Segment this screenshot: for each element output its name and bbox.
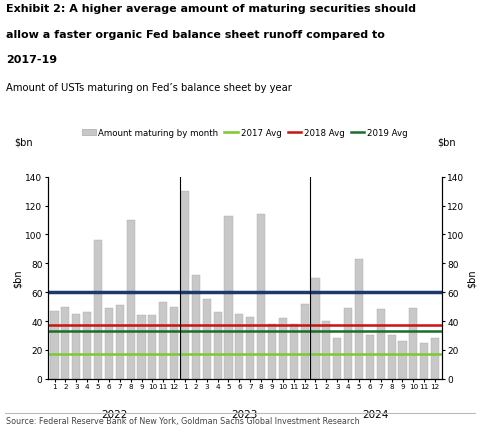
Bar (137, 315, 145, 379)
Bar (387, 336, 396, 379)
Bar (431, 339, 439, 379)
Bar (148, 315, 156, 379)
Bar (398, 342, 407, 379)
Text: Exhibit 2: A higher average amount of maturing securities should: Exhibit 2: A higher average amount of ma… (6, 4, 416, 14)
Y-axis label: $bn: $bn (467, 269, 477, 287)
Bar (72, 314, 80, 379)
Bar (333, 339, 341, 379)
Text: 2022: 2022 (101, 409, 128, 419)
Text: Source: Federal Reserve Bank of New York, Goldman Sachs Global Investment Resear: Source: Federal Reserve Bank of New York… (6, 416, 360, 425)
Bar (289, 324, 298, 379)
Bar (203, 300, 211, 379)
Bar (355, 259, 363, 379)
Bar (181, 192, 189, 379)
Bar (322, 321, 330, 379)
Bar (377, 310, 385, 379)
Bar (257, 215, 265, 379)
Bar (225, 216, 233, 379)
Bar (214, 313, 222, 379)
Bar (83, 313, 91, 379)
Bar (312, 278, 320, 379)
Bar (344, 308, 352, 379)
Bar (116, 305, 124, 379)
Text: allow a faster organic Fed balance sheet runoff compared to: allow a faster organic Fed balance sheet… (6, 30, 384, 40)
Bar (127, 221, 135, 379)
Bar (170, 307, 178, 379)
Legend: Amount maturing by month, 2017 Avg, 2018 Avg, 2019 Avg: Amount maturing by month, 2017 Avg, 2018… (78, 125, 411, 141)
Bar (279, 318, 287, 379)
Bar (300, 304, 309, 379)
Bar (61, 307, 70, 379)
Text: Amount of USTs maturing on Fed’s balance sheet by year: Amount of USTs maturing on Fed’s balance… (6, 83, 292, 93)
Bar (268, 324, 276, 379)
Y-axis label: $bn: $bn (12, 269, 23, 287)
Bar (159, 303, 168, 379)
Text: 2017-19: 2017-19 (6, 55, 57, 65)
Text: $bn: $bn (437, 137, 456, 147)
Bar (246, 317, 254, 379)
Bar (420, 343, 428, 379)
Bar (192, 275, 200, 379)
Bar (366, 336, 374, 379)
Bar (409, 308, 418, 379)
Bar (50, 311, 59, 379)
Bar (235, 314, 243, 379)
Bar (94, 241, 102, 379)
Bar (105, 308, 113, 379)
Text: 2024: 2024 (362, 409, 388, 419)
Text: $bn: $bn (14, 137, 33, 147)
Text: 2023: 2023 (232, 409, 258, 419)
